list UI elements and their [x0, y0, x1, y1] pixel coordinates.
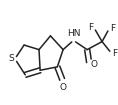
- Text: HN: HN: [67, 29, 80, 38]
- Text: O: O: [91, 60, 98, 69]
- Text: O: O: [60, 83, 67, 92]
- Text: S: S: [8, 54, 14, 63]
- Text: F: F: [110, 24, 115, 33]
- Text: F: F: [88, 23, 93, 32]
- Text: F: F: [112, 49, 118, 58]
